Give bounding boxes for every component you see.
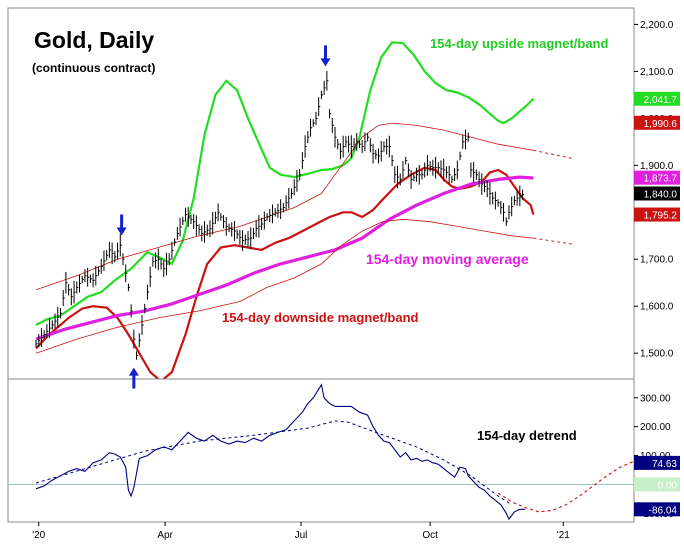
value-label-last: 1,840.0	[644, 190, 678, 201]
main-y-tick-label-1: 2,100.0	[640, 67, 674, 78]
cycle-top-arrow-2	[320, 45, 331, 67]
value-label-last-bg	[634, 186, 680, 201]
value-label-average-bg	[634, 170, 680, 185]
detrend-value-cycle: 74.63	[652, 459, 677, 470]
x-tick-label-2: Jul	[295, 530, 308, 541]
series-lower-band	[35, 218, 534, 354]
value-label-upside-bg	[634, 91, 680, 106]
chart-title: Gold, Daily	[34, 27, 154, 53]
series-detrend-trend	[35, 420, 512, 506]
x-tick-label-3: Oct	[422, 530, 438, 541]
annotation-upside: 154-day upside magnet/band	[430, 36, 608, 51]
detrend-y-tick-label-1: 200.00	[640, 422, 671, 433]
detrend-value-zero: 0.00	[658, 480, 678, 491]
value-label-upper-band: 1,990.6	[644, 119, 678, 130]
annotation-average: 154-day moving average	[366, 251, 529, 267]
detrend-panel-frame	[7, 378, 635, 523]
detrend-title: 154-day detrend	[477, 428, 577, 443]
main-y-tick-label-3: 1,900.0	[640, 161, 674, 172]
series-lower-band-projection	[533, 237, 573, 245]
x-tick-label-4: '21	[557, 530, 570, 541]
series-detrend	[35, 383, 526, 521]
value-label-upper-band-bg	[634, 115, 680, 130]
cycle-top-arrow-1	[116, 214, 127, 236]
main-y-tick-label-0: 2,200.0	[640, 20, 674, 31]
series-upper-band	[35, 122, 534, 291]
value-label-average: 1,873.7	[644, 174, 678, 185]
detrend-value-cycle-bg	[634, 455, 680, 470]
series-upside-magnet	[35, 41, 535, 326]
value-label-downside: 1,795.2	[644, 211, 678, 222]
cycle-bottom-arrow-head	[128, 367, 139, 376]
cycle-bottom-arrow	[128, 367, 139, 389]
main-y-tick-label-6: 1,600.0	[640, 302, 674, 313]
series-moving-average	[35, 175, 534, 341]
cycle-top-arrow-1-head	[116, 227, 127, 236]
cycle-top-arrow-2-head	[320, 58, 331, 67]
x-tick-label-1: Apr	[157, 530, 173, 541]
value-label-upside: 2,041.7	[644, 95, 678, 106]
chart-subtitle: (continuous contract)	[32, 61, 155, 75]
main-y-tick-label-5: 1,700.0	[640, 255, 674, 266]
annotation-downside: 154-day downside magnet/band	[222, 310, 419, 325]
detrend-y-tick-label-0: 300.00	[640, 393, 671, 404]
detrend-value-zero-bg	[634, 477, 680, 492]
x-tick-label-0: '20	[32, 530, 45, 541]
value-label-downside-bg	[634, 207, 680, 222]
series-upper-band-projection	[533, 149, 573, 160]
main-y-tick-label-7: 1,500.0	[640, 349, 674, 360]
detrend-value-last-bg	[634, 502, 680, 517]
series-cycle-projection	[497, 460, 635, 513]
detrend-value-last: -86.04	[649, 505, 678, 516]
